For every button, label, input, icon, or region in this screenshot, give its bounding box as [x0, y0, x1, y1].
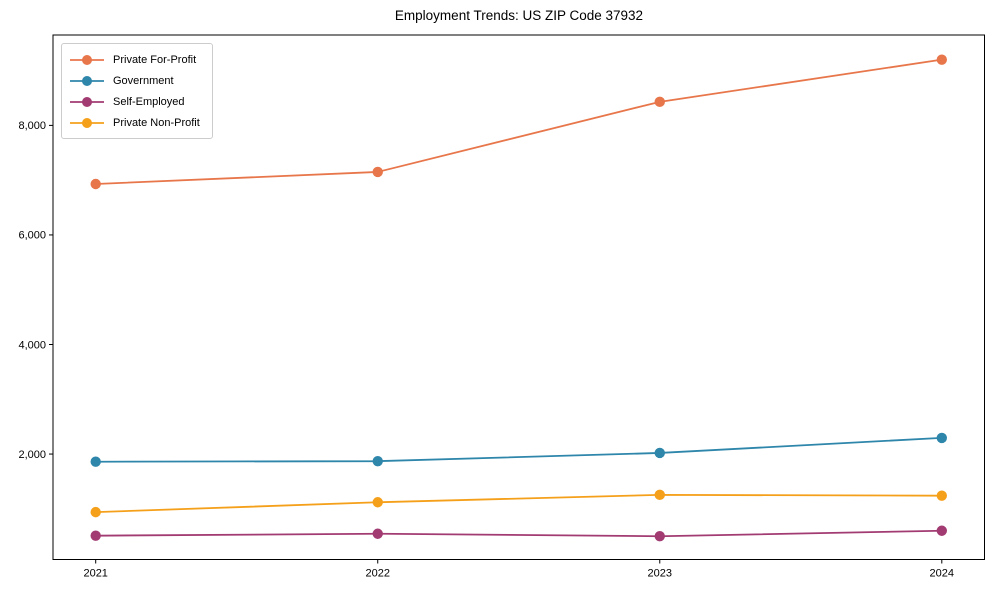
series-line-private-for-profit — [95, 58, 942, 185]
y-tick-label: 2,000 — [18, 449, 46, 461]
x-tick-label: 2021 — [83, 568, 107, 580]
legend-marker-icon — [70, 96, 104, 107]
data-point-private-non-profit — [372, 497, 383, 508]
y-tick-label: 4,000 — [18, 339, 46, 351]
legend-item-label: Private For-Profit — [113, 53, 197, 66]
data-point-self-employed — [654, 531, 665, 542]
x-tick-label: 2022 — [365, 568, 389, 580]
data-point-government — [936, 432, 947, 444]
legend-marker-icon — [70, 75, 104, 86]
data-point-private-for-profit — [372, 166, 383, 178]
legend-item-self-employed: Self-Employed — [70, 91, 200, 112]
data-point-government — [654, 447, 665, 459]
data-point-private-for-profit — [936, 54, 947, 65]
legend-marker-icon — [70, 54, 104, 65]
legend-item-label: Self-Employed — [113, 95, 185, 108]
series-line-self-employed — [95, 529, 942, 538]
data-point-self-employed — [372, 528, 383, 539]
legend: Private For-Profit Government Self-Employe… — [61, 43, 213, 139]
data-point-private-non-profit — [936, 490, 947, 501]
data-point-private-for-profit — [654, 96, 665, 108]
series-line-government — [95, 436, 942, 463]
series-line-private-non-profit — [95, 493, 942, 514]
legend-item-private-non-profit: Private Non-Profit — [70, 112, 200, 133]
data-point-self-employed — [90, 530, 101, 541]
data-point-self-employed — [936, 525, 947, 536]
y-tick-label: 6,000 — [18, 230, 46, 242]
legend-item-label: Private Non-Profit — [113, 116, 200, 129]
data-point-private-non-profit — [90, 506, 101, 518]
legend-item-label: Government — [113, 74, 174, 87]
y-tick-label: 8,000 — [18, 120, 46, 132]
data-point-government — [372, 455, 383, 467]
data-point-private-for-profit — [90, 178, 101, 190]
legend-item-government: Government — [70, 70, 200, 91]
x-tick-label: 2024 — [930, 568, 954, 580]
data-point-government — [90, 456, 101, 467]
data-point-private-non-profit — [654, 489, 665, 501]
legend-item-private-for-profit: Private For-Profit — [70, 49, 200, 70]
x-tick-label: 2023 — [648, 568, 672, 580]
chart-title: Employment Trends: US ZIP Code 37932 — [394, 8, 644, 23]
legend-marker-icon — [70, 117, 104, 128]
plot-border — [52, 34, 985, 560]
